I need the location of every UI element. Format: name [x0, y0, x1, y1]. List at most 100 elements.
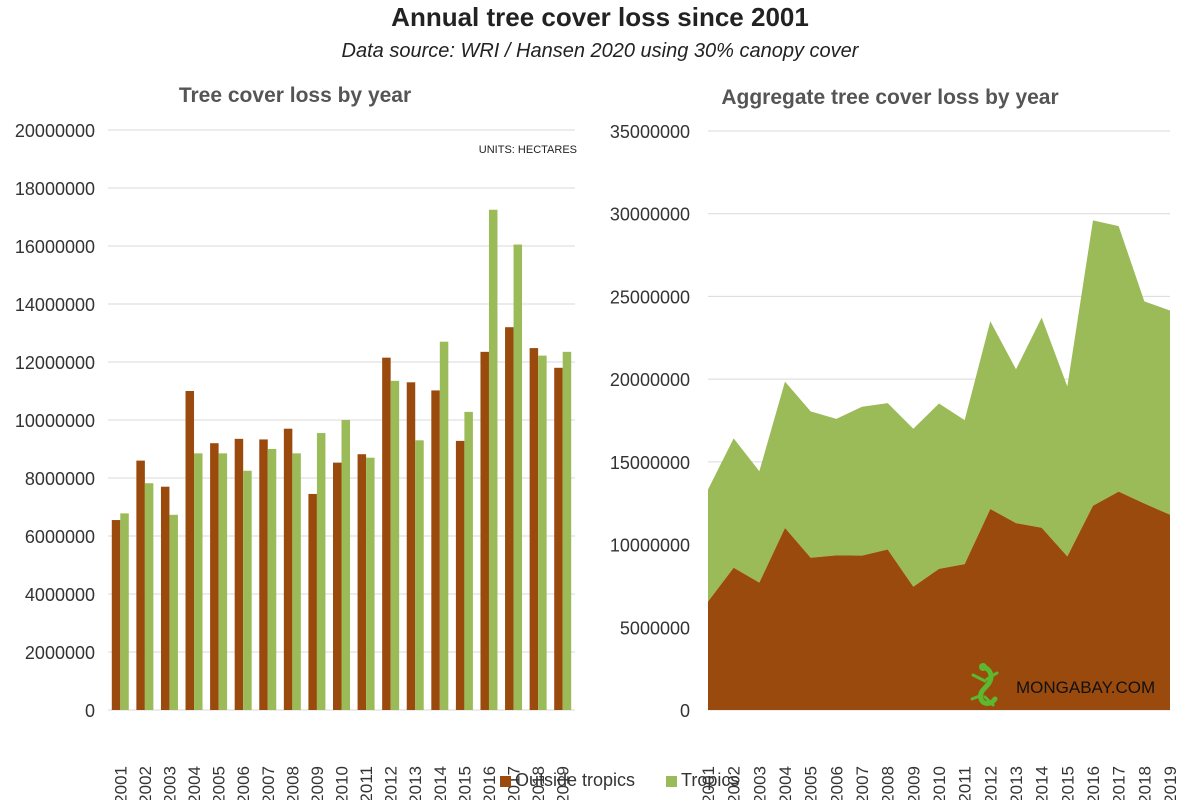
- left-x-tick-label: 2003: [160, 766, 179, 800]
- bar-tropics-2005: [218, 453, 228, 710]
- legend-swatch-tropics: [666, 776, 677, 787]
- bar-outside-tropics-2017: [505, 327, 514, 710]
- right-x-tick-label: 2005: [802, 766, 821, 800]
- right-x-tick-label: 2010: [930, 766, 949, 800]
- right-x-tick-label: 2008: [879, 766, 898, 800]
- bar-tropics-2013: [415, 440, 424, 710]
- bar-outside-tropics-2003: [160, 486, 170, 710]
- legend-swatch-outside-tropics: [500, 776, 511, 787]
- legend: Outside tropics Tropics: [500, 770, 739, 790]
- bar-tropics-2006: [243, 470, 252, 710]
- chart-subtitle: Data source: WRI / Hansen 2020 using 30%…: [342, 40, 860, 62]
- bar-outside-tropics-2015: [455, 440, 465, 710]
- left-x-tick-label: 2014: [431, 766, 450, 800]
- bar-tropics-2003: [169, 514, 178, 710]
- right-y-tick-label: 30000000: [610, 205, 690, 225]
- right-y-tick-label: 35000000: [610, 122, 690, 142]
- area-outside-tropics: [708, 491, 1170, 710]
- bar-outside-tropics-2004: [185, 391, 195, 710]
- bar-tropics-2019: [562, 351, 572, 710]
- bar-outside-tropics-2009: [308, 493, 317, 710]
- right-x-tick-label: 2019: [1161, 766, 1180, 800]
- bar-tropics-2015: [464, 411, 473, 710]
- left-x-tick-label: 2010: [333, 766, 352, 800]
- bar-tropics-2001: [120, 513, 129, 710]
- right-x-tick-label: 2004: [776, 766, 795, 800]
- bar-tropics-2009: [316, 433, 326, 710]
- left-x-tick-label: 2011: [357, 766, 376, 800]
- bar-tropics-2017: [513, 244, 523, 711]
- chart-title: Annual tree cover loss since 2001: [391, 2, 809, 32]
- right-x-tick-label: 2013: [1007, 766, 1026, 800]
- left-x-tick-label: 2017: [505, 766, 524, 800]
- left-y-tick-label: 6000000: [25, 527, 95, 547]
- left-x-tick-label: 2009: [308, 766, 327, 800]
- bar-outside-tropics-2016: [480, 351, 489, 710]
- right-x-tick-label: 2002: [725, 766, 744, 800]
- right-y-tick-label: 5000000: [620, 618, 690, 638]
- left-y-tick-label: 0: [85, 701, 95, 721]
- left-x-tick-label: 2007: [259, 766, 278, 800]
- left-x-tick-label: 2013: [406, 766, 425, 800]
- right-x-tick-label: 2001: [699, 766, 718, 800]
- bar-tropics-2008: [292, 453, 301, 710]
- bar-outside-tropics-2006: [234, 438, 244, 710]
- left-x-tick-label: 2002: [136, 766, 155, 800]
- brand-text: MONGABAY.COM: [1016, 678, 1155, 697]
- right-y-tick-label: 0: [680, 701, 690, 721]
- gecko-icon: [970, 663, 999, 707]
- left-x-tick-label: 2016: [480, 766, 499, 800]
- left-x-tick-label: 2019: [554, 766, 573, 800]
- right-x-tick-label: 2014: [1033, 766, 1052, 800]
- left-x-tick-label: 2018: [529, 766, 548, 800]
- brand-logo: MONGABAY.COM: [970, 663, 1155, 707]
- left-y-tick-label: 4000000: [25, 585, 95, 605]
- left-y-tick-label: 10000000: [15, 411, 95, 431]
- bar-tropics-2002: [144, 483, 154, 710]
- left-bar-chart: 0 2000000 4000000 6000000 8000000 10000000 120…: [15, 121, 575, 800]
- right-panel-title: Aggregate tree cover loss by year: [721, 86, 1058, 109]
- left-y-tick-label: 2000000: [25, 643, 95, 663]
- bar-tropics-2011: [366, 457, 375, 710]
- left-y-tick-label: 18000000: [15, 179, 95, 199]
- right-x-tick-label: 2006: [827, 766, 846, 800]
- bar-tropics-2004: [194, 453, 203, 710]
- bar-outside-tropics-2001: [111, 520, 121, 710]
- bar-outside-tropics-2011: [357, 454, 367, 710]
- bar-outside-tropics-2012: [382, 357, 391, 710]
- left-y-tick-label: 16000000: [15, 237, 95, 257]
- bar-outside-tropics-2018: [529, 348, 539, 710]
- left-x-tick-label: 2006: [234, 766, 253, 800]
- right-y-tick-label: 20000000: [610, 370, 690, 390]
- bar-outside-tropics-2008: [283, 428, 293, 710]
- left-y-tick-label: 14000000: [15, 295, 95, 315]
- right-x-tick-label: 2012: [981, 766, 1000, 800]
- right-y-tick-label: 25000000: [610, 287, 690, 307]
- left-x-tick-label: 2015: [455, 766, 474, 800]
- left-x-tick-label: 2004: [185, 766, 204, 800]
- bar-outside-tropics-2002: [136, 460, 145, 710]
- left-y-tick-label: 8000000: [25, 469, 95, 489]
- bar-outside-tropics-2014: [431, 390, 440, 710]
- bar-tropics-2012: [390, 380, 400, 710]
- right-x-tick-label: 2009: [904, 766, 923, 800]
- right-x-tick-label: 2015: [1058, 766, 1077, 800]
- bar-tropics-2016: [488, 209, 498, 710]
- legend-label-tropics: Tropics: [681, 770, 739, 790]
- area-tropics: [708, 220, 1170, 602]
- right-x-tick-label: 2011: [956, 766, 975, 800]
- left-y-tick-label: 20000000: [15, 121, 95, 141]
- bar-tropics-2014: [439, 341, 449, 710]
- right-area-chart: 0 5000000 10000000 15000000 20000000 25000000…: [610, 122, 1180, 800]
- bar-outside-tropics-2019: [554, 367, 563, 710]
- bar-outside-tropics-2007: [259, 439, 268, 710]
- right-x-tick-label: 2018: [1135, 766, 1154, 800]
- right-x-tick-label: 2016: [1084, 766, 1103, 800]
- right-y-tick-label: 15000000: [610, 453, 690, 473]
- left-x-tick-label: 2001: [111, 766, 130, 800]
- left-panel-title: Tree cover loss by year: [179, 84, 411, 107]
- left-y-tick-label: 12000000: [15, 353, 95, 373]
- right-x-tick-label: 2003: [750, 766, 769, 800]
- legend-label-outside-tropics: Outside tropics: [515, 770, 635, 790]
